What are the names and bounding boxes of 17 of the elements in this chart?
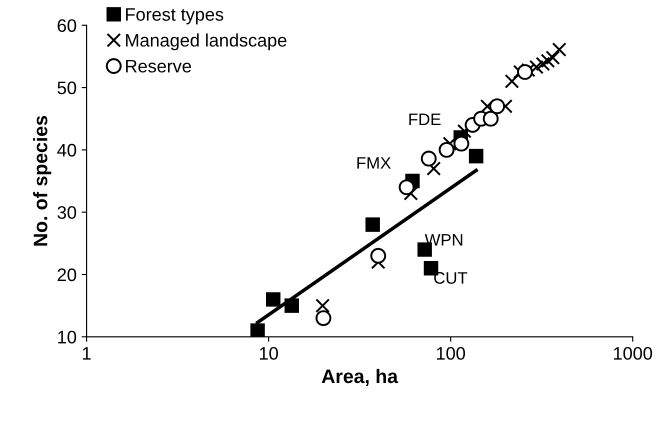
x-axis-title: Area, ha bbox=[322, 368, 398, 386]
x-tick-label: 100 bbox=[436, 347, 466, 360]
x-tick-label: 10 bbox=[260, 347, 278, 360]
legend-label: Managed landscape bbox=[126, 33, 286, 50]
legend-label: Reserve bbox=[126, 60, 192, 73]
y-tick-label: 30 bbox=[57, 206, 76, 219]
annotation: FDE bbox=[409, 114, 441, 126]
x-tick-label: 1 bbox=[82, 347, 91, 360]
y-tick-label: 20 bbox=[58, 268, 76, 282]
y-tick-label: 40 bbox=[57, 144, 76, 157]
y-tick-label: 10 bbox=[58, 330, 76, 344]
legend-label: Forest types bbox=[126, 8, 224, 24]
y-tick-label: 60 bbox=[58, 19, 76, 32]
annotation: FMX bbox=[357, 157, 391, 169]
y-axis-title: No. of species bbox=[33, 116, 52, 246]
x-tick-label: 1000 bbox=[614, 347, 652, 360]
y-tick-label: 50 bbox=[58, 82, 76, 94]
